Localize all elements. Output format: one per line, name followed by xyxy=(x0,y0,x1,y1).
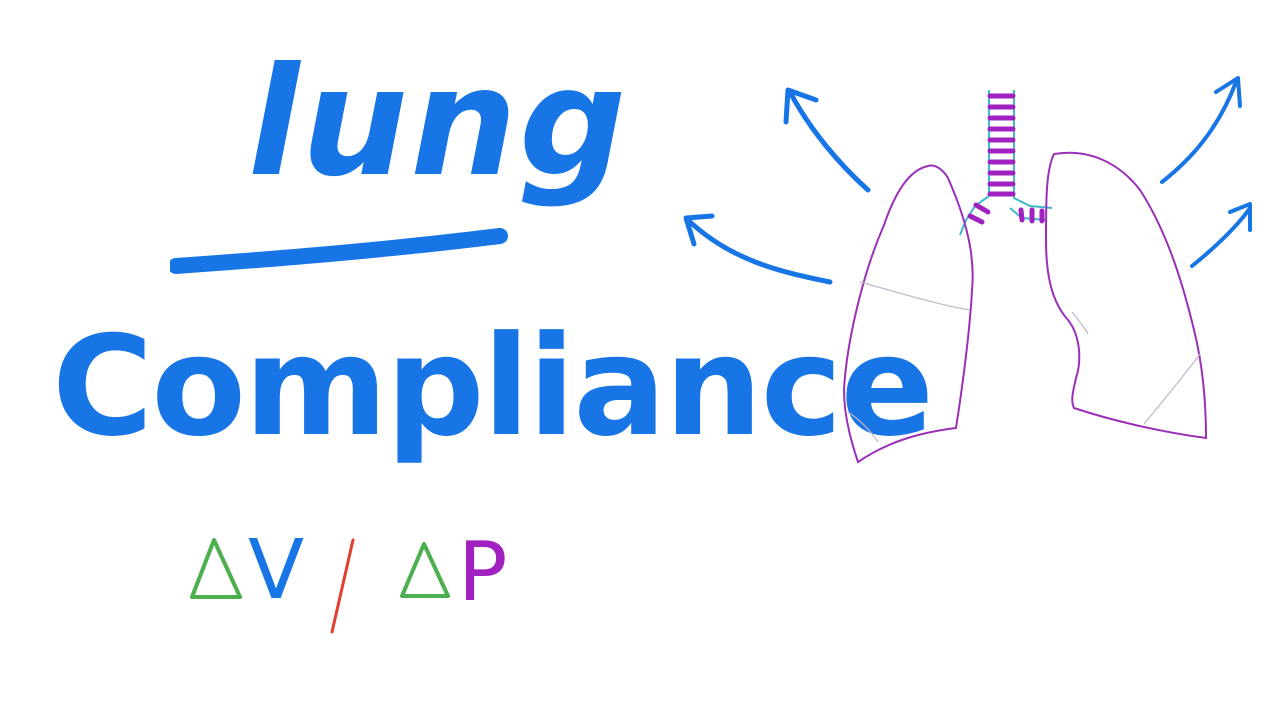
up-right-arrow-icon xyxy=(1160,76,1242,184)
right-arrow-icon xyxy=(1190,202,1252,268)
division-slash xyxy=(330,538,355,634)
trachea xyxy=(959,90,1053,236)
up-left-arrow-icon xyxy=(783,87,871,193)
left-arrow-icon xyxy=(683,213,833,285)
title-underline xyxy=(170,228,508,274)
right-lung-fissure-upper xyxy=(1071,311,1089,335)
left-lung-fissure-lower xyxy=(847,411,879,443)
lungs-illustration xyxy=(683,76,1252,464)
left-lung-fissure-upper xyxy=(859,281,971,311)
volume-letter: V xyxy=(248,523,305,618)
title-lung: lung xyxy=(248,36,629,210)
delta-icon-volume xyxy=(190,538,242,599)
right-lung-fissure-lower xyxy=(1143,353,1201,425)
pressure-letter: P xyxy=(458,525,508,620)
right-lung xyxy=(1044,151,1208,440)
formula: V P xyxy=(180,520,540,640)
title-compliance: Compliance xyxy=(52,306,934,467)
underline-stroke xyxy=(170,228,508,274)
delta-icon-pressure xyxy=(400,542,450,598)
left-lung xyxy=(842,164,974,464)
formula-shapes xyxy=(190,538,450,634)
